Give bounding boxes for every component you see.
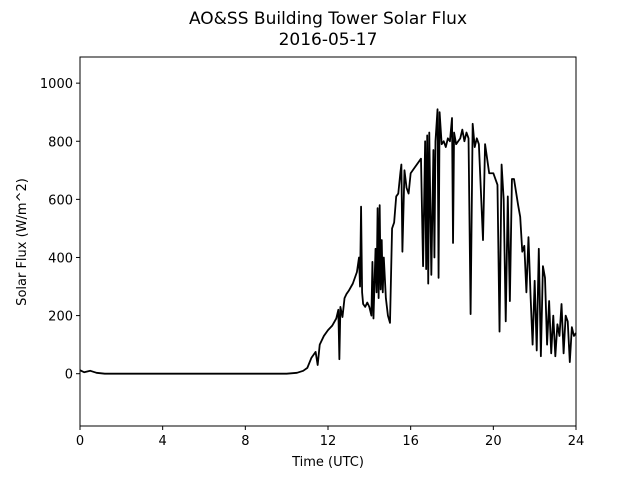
x-tick-label: 16 xyxy=(402,434,419,449)
data-line xyxy=(79,108,577,375)
x-tick-label: 24 xyxy=(568,434,585,449)
chart-title: AO&SS Building Tower Solar Flux xyxy=(189,9,467,29)
x-axis-label: Time (UTC) xyxy=(291,455,364,470)
x-tick-label: 20 xyxy=(485,434,502,449)
plot-frame xyxy=(79,56,577,427)
x-tick-label: 8 xyxy=(241,434,249,449)
y-tick-label: 1000 xyxy=(40,77,73,92)
y-tick-label: 800 xyxy=(48,135,73,150)
x-tick-label: 4 xyxy=(159,434,167,449)
y-tick-label: 400 xyxy=(48,251,73,266)
x-tick-label: 0 xyxy=(76,434,84,449)
y-tick-label: 200 xyxy=(48,310,73,325)
x-tick-label: 12 xyxy=(320,434,337,449)
y-tick-label: 0 xyxy=(65,368,73,383)
y-axis-label: Solar Flux (W/m^2) xyxy=(15,178,30,306)
y-tick-label: 600 xyxy=(48,193,73,208)
chart-subtitle: 2016-05-17 xyxy=(279,30,378,50)
